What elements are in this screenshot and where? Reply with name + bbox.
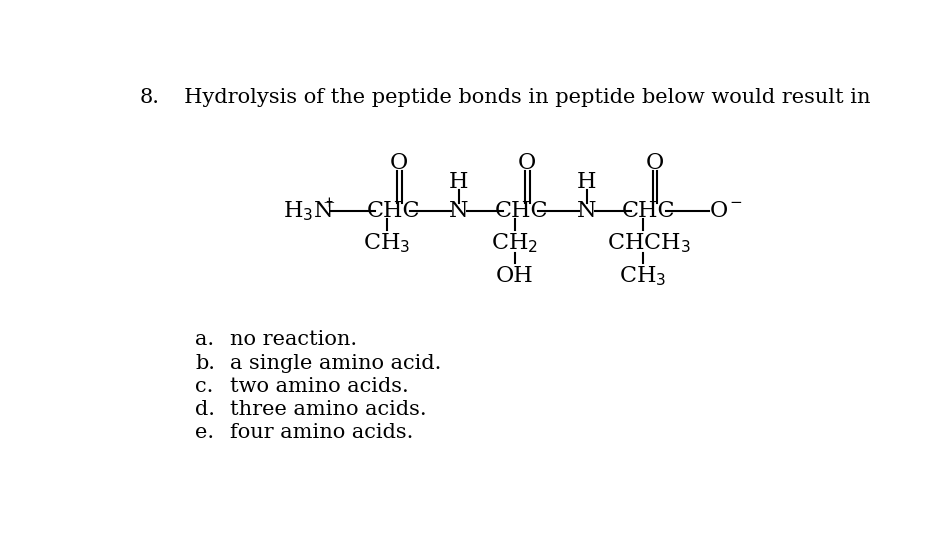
Text: O: O [518,152,536,173]
Text: c.: c. [195,377,214,396]
Text: CHC: CHC [495,200,548,222]
Text: CH$_3$: CH$_3$ [363,232,411,255]
Text: b.: b. [195,354,215,373]
Text: OH: OH [496,265,533,287]
Text: 8.: 8. [140,88,160,107]
Text: CH$_2$: CH$_2$ [492,232,538,255]
Text: a.: a. [195,330,214,349]
Text: e.: e. [195,423,214,442]
Text: CHCH$_3$: CHCH$_3$ [607,232,691,255]
Text: no reaction.: no reaction. [230,330,358,349]
Text: H: H [449,171,469,193]
Text: O: O [390,152,409,173]
Text: H$_3$N: H$_3$N [282,199,333,223]
Text: O: O [646,152,665,173]
Text: CHC: CHC [622,200,676,222]
Text: CHC: CHC [366,200,420,222]
Text: Hydrolysis of the peptide bonds in peptide below would result in: Hydrolysis of the peptide bonds in pepti… [171,88,870,107]
Text: N: N [577,200,597,222]
Text: H: H [577,171,597,193]
Text: CH$_3$: CH$_3$ [619,264,666,288]
Text: four amino acids.: four amino acids. [230,423,413,442]
Text: d.: d. [195,400,215,419]
Text: O: O [710,200,728,222]
Text: a single amino acid.: a single amino acid. [230,354,442,373]
Text: −: − [730,195,742,210]
Text: +: + [323,195,335,210]
Text: N: N [449,200,469,222]
Text: three amino acids.: three amino acids. [230,400,427,419]
Text: two amino acids.: two amino acids. [230,377,409,396]
